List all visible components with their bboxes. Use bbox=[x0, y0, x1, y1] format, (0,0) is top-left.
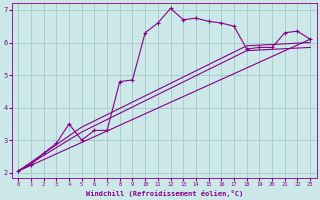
X-axis label: Windchill (Refroidissement éolien,°C): Windchill (Refroidissement éolien,°C) bbox=[85, 190, 243, 197]
